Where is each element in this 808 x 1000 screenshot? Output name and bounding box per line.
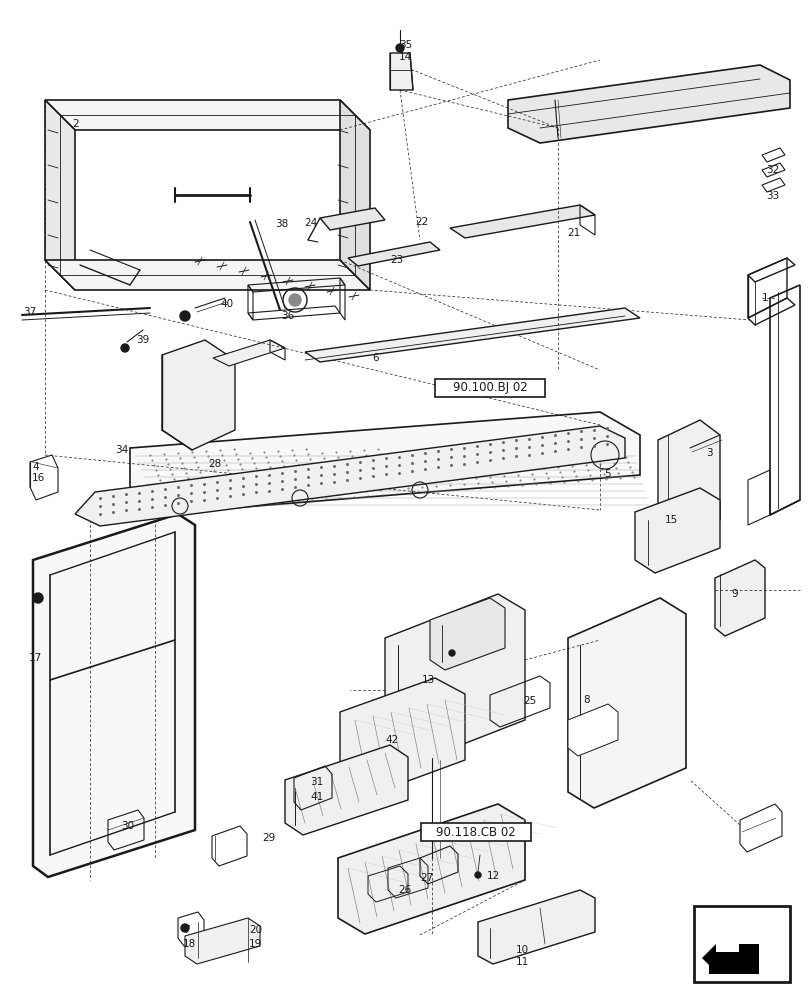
Polygon shape [385, 594, 525, 764]
Text: 21: 21 [567, 228, 580, 238]
Text: 8: 8 [583, 695, 590, 705]
Text: 16: 16 [32, 473, 45, 483]
Polygon shape [430, 598, 505, 670]
Text: 36: 36 [281, 311, 294, 321]
Text: 6: 6 [372, 353, 379, 363]
Polygon shape [635, 488, 720, 573]
Polygon shape [162, 340, 235, 450]
Polygon shape [340, 678, 465, 795]
Polygon shape [340, 100, 370, 290]
Text: 32: 32 [766, 165, 779, 175]
Text: 18: 18 [183, 939, 196, 949]
Text: 90.100.BJ 02: 90.100.BJ 02 [452, 381, 528, 394]
Text: 5: 5 [604, 469, 611, 479]
Text: 9: 9 [731, 589, 738, 599]
Text: 20: 20 [249, 925, 262, 935]
Polygon shape [568, 598, 686, 808]
Polygon shape [390, 53, 413, 90]
Text: 14: 14 [399, 52, 412, 62]
FancyBboxPatch shape [435, 379, 545, 397]
Text: 33: 33 [766, 191, 779, 201]
Polygon shape [320, 208, 385, 230]
Circle shape [180, 311, 190, 321]
Text: 37: 37 [23, 307, 36, 317]
Polygon shape [478, 890, 595, 964]
Polygon shape [450, 205, 595, 238]
Text: 15: 15 [665, 515, 678, 525]
Polygon shape [285, 745, 408, 835]
FancyBboxPatch shape [421, 823, 531, 841]
Text: 10: 10 [516, 945, 529, 955]
Circle shape [449, 650, 455, 656]
Text: 39: 39 [136, 335, 149, 345]
Text: 38: 38 [275, 219, 288, 229]
Text: 2: 2 [72, 119, 78, 129]
Polygon shape [45, 100, 75, 290]
Polygon shape [709, 944, 759, 974]
Bar [694, 906, 790, 982]
Circle shape [33, 593, 43, 603]
Polygon shape [658, 420, 720, 540]
Circle shape [396, 44, 404, 52]
Text: 1: 1 [762, 293, 768, 303]
Polygon shape [213, 340, 285, 366]
Polygon shape [75, 426, 625, 526]
Polygon shape [348, 242, 440, 266]
Text: 24: 24 [304, 218, 318, 228]
Text: 11: 11 [516, 957, 529, 967]
Polygon shape [130, 412, 640, 513]
Text: 3: 3 [706, 448, 713, 458]
Polygon shape [185, 918, 260, 964]
Text: 13: 13 [422, 675, 436, 685]
Text: 29: 29 [262, 833, 276, 843]
Polygon shape [45, 260, 370, 290]
Text: 28: 28 [208, 459, 221, 469]
Text: 17: 17 [29, 653, 42, 663]
Text: 19: 19 [249, 939, 263, 949]
Circle shape [289, 294, 301, 306]
Polygon shape [33, 514, 195, 877]
Circle shape [121, 344, 129, 352]
Text: 34: 34 [115, 445, 128, 455]
Polygon shape [715, 560, 765, 636]
Circle shape [475, 872, 481, 878]
Text: 12: 12 [487, 871, 500, 881]
Text: 40: 40 [220, 299, 234, 309]
Polygon shape [45, 100, 370, 130]
Polygon shape [305, 308, 640, 362]
Text: 90.118.CB 02: 90.118.CB 02 [436, 826, 516, 838]
Text: 23: 23 [390, 255, 403, 265]
Polygon shape [702, 944, 739, 972]
Text: 41: 41 [310, 792, 323, 802]
Text: 25: 25 [523, 696, 537, 706]
Polygon shape [568, 704, 618, 756]
Polygon shape [338, 804, 525, 934]
Circle shape [181, 924, 189, 932]
Text: 7: 7 [183, 925, 190, 935]
Polygon shape [508, 65, 790, 143]
Text: 42: 42 [385, 735, 398, 745]
Text: 22: 22 [415, 217, 428, 227]
Text: 30: 30 [121, 821, 134, 831]
Text: 35: 35 [399, 40, 412, 50]
Text: 4: 4 [32, 462, 39, 472]
Text: 26: 26 [398, 885, 411, 895]
Text: 31: 31 [310, 777, 323, 787]
Text: 27: 27 [420, 873, 433, 883]
